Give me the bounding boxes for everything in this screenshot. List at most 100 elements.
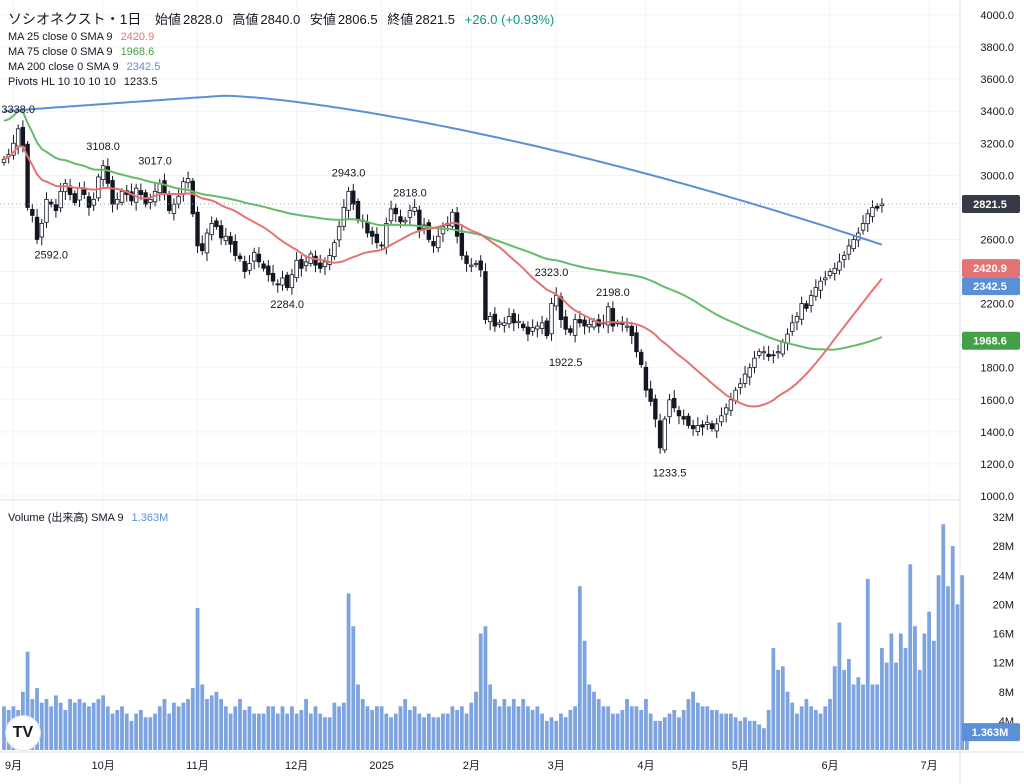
volume-bar bbox=[695, 702, 700, 750]
candle-body bbox=[813, 287, 819, 297]
volume-bar bbox=[167, 713, 172, 750]
volume-bar bbox=[700, 706, 705, 750]
ma-badge-bg bbox=[962, 277, 1020, 296]
candle-body bbox=[771, 354, 776, 357]
candle-body bbox=[483, 271, 488, 321]
tradingview-logo[interactable]: TV bbox=[6, 716, 40, 750]
volume-bar bbox=[261, 713, 266, 750]
volume-bar bbox=[743, 717, 747, 750]
volume-bar bbox=[488, 684, 493, 750]
candle-body bbox=[318, 262, 323, 269]
candle-body bbox=[162, 180, 167, 195]
pivot-label: 1922.5 bbox=[549, 357, 583, 369]
volume-bar bbox=[540, 713, 544, 750]
volume-bar bbox=[223, 706, 228, 750]
candle-body bbox=[516, 320, 521, 324]
volume-bar bbox=[790, 702, 795, 750]
candle-body bbox=[327, 255, 332, 265]
axis-badges: 2821.5 2420.9 2342.5 1968.6 1.363M bbox=[962, 194, 1020, 742]
candlesticks bbox=[1, 120, 885, 454]
legend-ma200-value: 2342.5 bbox=[126, 61, 161, 73]
volume-bar bbox=[549, 717, 554, 750]
volume-bar bbox=[138, 709, 143, 750]
candle-body bbox=[369, 230, 375, 237]
volume-bar bbox=[913, 626, 917, 750]
volume-bar bbox=[941, 524, 946, 750]
legend-ma25-label: MA 25 close 0 SMA 9 bbox=[8, 31, 113, 43]
volume-bar bbox=[714, 709, 719, 750]
candle-body bbox=[577, 319, 583, 324]
candle-body bbox=[440, 226, 446, 235]
candle-body bbox=[450, 211, 455, 227]
time-tick-label: 3月 bbox=[548, 760, 565, 772]
ma-badge: 2342.5 bbox=[973, 281, 1007, 293]
volume-bar bbox=[431, 717, 436, 750]
volume-bar bbox=[596, 699, 601, 750]
volume-bar bbox=[620, 709, 625, 750]
volume-bar bbox=[327, 717, 332, 750]
volume-bar bbox=[351, 626, 356, 750]
legend-volume[interactable]: Volume (出来高) SMA 9 1.363M bbox=[8, 509, 168, 525]
volume-bar bbox=[101, 695, 106, 750]
volume-bar bbox=[228, 713, 233, 750]
candle-body bbox=[303, 261, 309, 267]
legend-ma200[interactable]: MA 200 close 0 SMA 9 2342.5 bbox=[8, 61, 160, 73]
open-label: 始値 bbox=[155, 12, 182, 27]
volume-bar bbox=[592, 691, 596, 750]
candle-body bbox=[176, 195, 181, 205]
legend-ma25[interactable]: MA 25 close 0 SMA 9 2420.9 bbox=[8, 31, 154, 43]
candle-body bbox=[379, 244, 384, 247]
last-price-badge-bg bbox=[962, 194, 1020, 213]
candle-body bbox=[587, 324, 592, 328]
volume-bar bbox=[441, 713, 445, 750]
candle-body bbox=[568, 328, 573, 333]
candle-body bbox=[714, 423, 719, 432]
volume-bar bbox=[903, 648, 908, 750]
pivot-labels: 3338.0 2592.0 3108.0 3017.0 2284.0 2943.0 2818… bbox=[1, 104, 686, 479]
candle-body bbox=[214, 220, 219, 228]
volume-bar bbox=[436, 717, 441, 750]
symbol-title[interactable]: ソシオネクスト・1日 bbox=[8, 11, 142, 27]
volume-bar bbox=[346, 593, 351, 750]
candle-body bbox=[775, 351, 781, 354]
volume-bar bbox=[752, 720, 757, 750]
time-tick-label: 9月 bbox=[5, 760, 22, 772]
volume-bar bbox=[426, 713, 431, 750]
volume-bar bbox=[379, 706, 384, 750]
volume-bar bbox=[44, 699, 49, 750]
legend-ma25-value: 2420.9 bbox=[120, 31, 155, 43]
legend-pivots[interactable]: Pivots HL 10 10 10 10 1233.5 bbox=[8, 76, 158, 88]
candle-body bbox=[34, 216, 40, 240]
volume-bar bbox=[214, 691, 219, 750]
volume-bar bbox=[667, 713, 672, 750]
volume-bar bbox=[856, 677, 861, 750]
candle-body bbox=[110, 180, 115, 205]
candle-body bbox=[228, 236, 233, 245]
volume-bar bbox=[238, 699, 242, 750]
volume-bar bbox=[2, 706, 6, 750]
high-value: 2840.0 bbox=[260, 12, 301, 27]
candle-body bbox=[723, 407, 729, 415]
volume-bar bbox=[889, 633, 894, 750]
candle-body bbox=[426, 222, 431, 240]
volume-bar bbox=[502, 699, 507, 750]
candle-body bbox=[681, 416, 686, 420]
volume-bar bbox=[408, 709, 412, 750]
candle-body bbox=[374, 233, 380, 244]
candle-body bbox=[284, 274, 290, 288]
change-value: +26.0 (+0.93%) bbox=[464, 12, 555, 27]
candle-body bbox=[25, 143, 30, 208]
candle-body bbox=[393, 207, 398, 215]
open-value: 2828.0 bbox=[183, 12, 223, 27]
candle-body bbox=[790, 322, 795, 332]
close-value: 2821.5 bbox=[415, 12, 455, 27]
volume-bar bbox=[875, 684, 880, 750]
legend-ma75[interactable]: MA 75 close 0 SMA 9 1968.6 bbox=[8, 46, 154, 58]
candle-body bbox=[148, 198, 153, 203]
price-tick-label: 1400.0 bbox=[980, 427, 1014, 439]
volume-bar bbox=[587, 684, 592, 750]
candle-body bbox=[53, 204, 59, 212]
ma75-line bbox=[3, 109, 883, 351]
volume-bar bbox=[799, 706, 804, 750]
